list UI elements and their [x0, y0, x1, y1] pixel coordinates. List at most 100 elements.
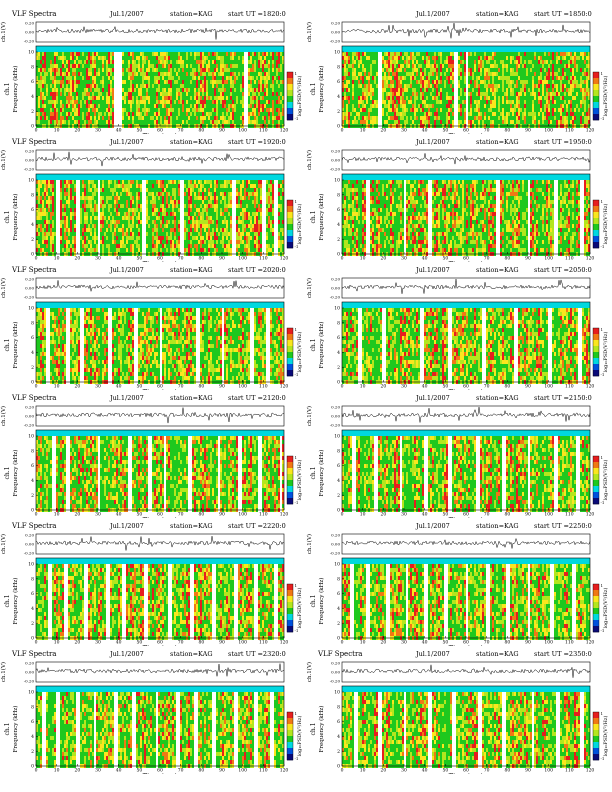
spectrogram-cell — [230, 112, 232, 116]
colorbar-segment — [287, 114, 293, 121]
spectrogram-cell — [250, 116, 252, 120]
spectrogram-cell — [268, 104, 270, 108]
spectrogram-cell — [588, 72, 590, 76]
spectrogram-cell — [72, 80, 74, 84]
spectrogram-cell — [512, 116, 514, 120]
spectrogram-cell — [564, 52, 566, 56]
spectrogram-cell — [268, 116, 270, 120]
spectrogram-cell — [572, 104, 574, 108]
spectrogram-cell — [142, 108, 144, 112]
spectrogram-cell — [130, 56, 132, 60]
spectrogram-cell — [240, 108, 242, 112]
spectrogram-cell — [74, 92, 76, 96]
spectrogram-cell — [428, 84, 430, 88]
spectrogram-cell — [132, 56, 134, 60]
spectrogram-cell — [92, 116, 94, 120]
spectrogram-cell — [584, 64, 586, 68]
spectrogram-cell — [188, 112, 190, 116]
spectrogram-cell — [256, 72, 258, 76]
spectrogram-cell — [164, 116, 166, 120]
spectrogram-cell — [392, 60, 394, 64]
spectrogram-cell — [50, 96, 52, 100]
spectrogram-cell — [122, 60, 124, 64]
spectrogram-cell — [46, 184, 48, 188]
spectrogram-cell — [138, 60, 140, 64]
spectrogram-cell — [50, 120, 52, 124]
spectrogram-cell — [164, 76, 166, 80]
spectrogram-cell — [262, 120, 264, 124]
spectrogram-cell — [400, 84, 402, 88]
spectrogram-cell — [528, 64, 530, 68]
spectrogram-cell — [192, 64, 194, 68]
spectrogram-cell — [210, 76, 212, 80]
spectrogram-cell — [500, 84, 502, 88]
spectrogram-cell — [60, 212, 62, 216]
spectrogram-cell — [94, 100, 96, 104]
spectrogram-cell — [96, 84, 98, 88]
spectrogram-cell — [498, 120, 500, 124]
spectrogram-cell — [578, 80, 580, 84]
spectrogram-cell — [588, 52, 590, 56]
spectrogram-cell — [142, 84, 144, 88]
spectrogram-cell — [40, 88, 42, 92]
spectrogram-cell — [192, 104, 194, 108]
spectrogram-cell — [40, 228, 42, 232]
spectrogram-cell — [518, 52, 520, 56]
spectrogram-cell — [172, 64, 174, 68]
spectrogram-cell — [504, 76, 506, 80]
spectrogram-cell — [412, 100, 414, 104]
spectrogram-cell — [442, 56, 444, 60]
spectrogram-cell — [574, 56, 576, 60]
spectrogram-cell — [532, 108, 534, 112]
panel-start-ut: start UT =1820:0 — [228, 10, 286, 18]
spectrogram-cell — [250, 52, 252, 56]
spectrogram-cell — [212, 88, 214, 92]
spectrogram-cell — [230, 92, 232, 96]
spectrogram-cell — [220, 92, 222, 96]
spectrogram-cell — [50, 232, 52, 236]
spectrogram-cell — [584, 56, 586, 60]
spectrogram-cell — [38, 96, 40, 100]
spectrogram-cell — [136, 120, 138, 124]
spectrogram-cell — [240, 92, 242, 96]
spectrogram-cell — [70, 208, 72, 212]
spectrogram-cell — [586, 116, 588, 120]
spectrogram-cell — [208, 112, 210, 116]
spectrogram-cell — [194, 80, 196, 84]
spectrogram-cell — [108, 88, 110, 92]
spectrogram-cell — [256, 68, 258, 72]
spectrogram-cell — [170, 64, 172, 68]
spectrogram-cell — [404, 88, 406, 92]
spectrogram-cell — [62, 100, 64, 104]
spectrogram-cell — [98, 68, 100, 72]
x-tick-label: 80 — [198, 128, 204, 134]
spectrogram-cell — [344, 60, 346, 64]
spectrogram-cell — [432, 88, 434, 92]
spectrogram-cell — [160, 76, 162, 80]
spectrogram-cell — [128, 52, 130, 56]
spectrogram-cell — [48, 248, 50, 252]
spectrogram-cell — [520, 64, 522, 68]
spectrogram-cell — [462, 104, 464, 108]
spectrogram-cell — [584, 100, 586, 104]
spectrogram-cell — [168, 96, 170, 100]
spectrogram-cell — [444, 60, 446, 64]
spectrogram-cell — [188, 120, 190, 124]
spectrogram-cell — [476, 56, 478, 60]
spectrogram-cell — [422, 64, 424, 68]
spectrogram-cell — [504, 96, 506, 100]
spectrogram-cell — [48, 100, 50, 104]
spectrogram-cell — [126, 72, 128, 76]
spectrogram-cell — [86, 108, 88, 112]
spectrogram-cell — [72, 200, 74, 204]
spectrogram-cell — [432, 68, 434, 72]
spectrogram-cell — [484, 88, 486, 92]
spectrogram-cell — [440, 112, 442, 116]
spectrogram-cell — [578, 64, 580, 68]
spectrogram-cell — [388, 96, 390, 100]
spectrogram-cell — [166, 120, 168, 124]
spectrogram-cell — [270, 104, 272, 108]
spectrogram-cell — [192, 112, 194, 116]
spectrogram-cell — [460, 56, 462, 60]
spectrogram-cell — [518, 60, 520, 64]
